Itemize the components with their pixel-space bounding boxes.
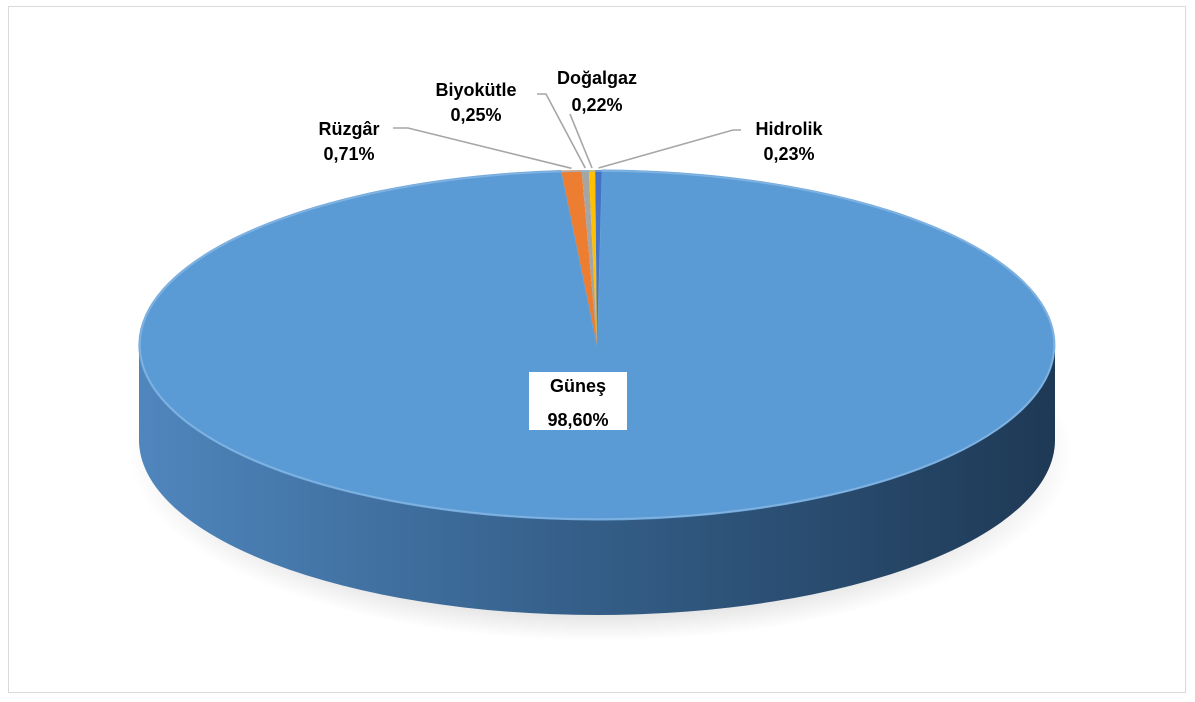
data-label-dogalgaz-value: 0,22% bbox=[571, 95, 622, 115]
data-label-ruzgar-value: 0,71% bbox=[323, 144, 374, 164]
pie-top bbox=[139, 170, 1055, 520]
leader-line-ruzgar bbox=[393, 128, 572, 168]
data-label-biyokutle-value: 0,25% bbox=[450, 105, 501, 125]
data-label-hidrolik-name: Hidrolik bbox=[755, 119, 823, 139]
data-label-ruzgar-name: Rüzgâr bbox=[318, 119, 379, 139]
leader-line-hidrolik bbox=[599, 130, 742, 168]
leader-lines bbox=[393, 94, 741, 168]
data-label-dogalgaz-name: Doğalgaz bbox=[557, 68, 637, 88]
data-label-hidrolik-value: 0,23% bbox=[763, 144, 814, 164]
data-label-biyokutle-name: Biyokütle bbox=[435, 80, 516, 100]
data-label-gunes-value: 98,60% bbox=[547, 410, 608, 430]
data-label-gunes-name: Güneş bbox=[550, 376, 606, 396]
